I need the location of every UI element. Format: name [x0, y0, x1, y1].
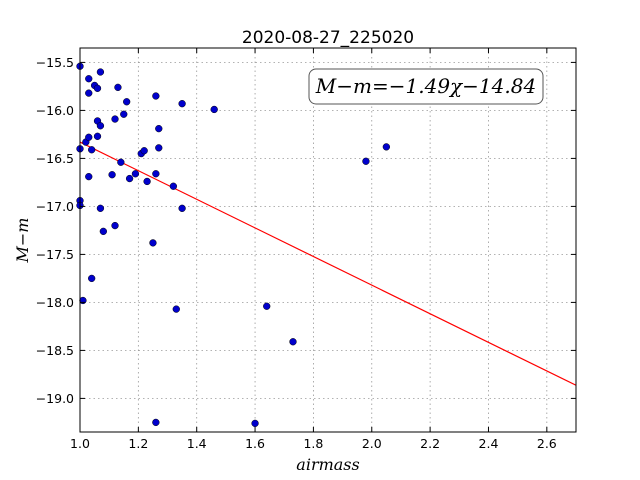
- data-point: [382, 143, 391, 151]
- data-point: [169, 182, 178, 190]
- data-point: [88, 274, 96, 283]
- y-tick-label: −15.5: [36, 55, 74, 70]
- data-point: [117, 158, 125, 166]
- fit-line: [79, 141, 577, 386]
- data-point: [289, 338, 297, 346]
- data-point: [152, 92, 160, 100]
- data-point: [120, 110, 128, 118]
- data-point: [123, 98, 131, 106]
- y-axis-label: M−m: [13, 218, 32, 264]
- fit-equation-text: M−m=−1.49χ−14.84: [315, 74, 536, 98]
- x-tick-label: 1.4: [187, 436, 207, 451]
- data-point: [172, 305, 180, 313]
- x-tick-label: 1.0: [70, 436, 90, 451]
- data-point: [143, 177, 151, 186]
- x-tick-label: 2.2: [420, 436, 440, 451]
- fit-equation-annotation: M−m=−1.49χ−14.84: [308, 68, 544, 105]
- data-point: [88, 146, 96, 154]
- data-point: [155, 124, 163, 133]
- data-points: [76, 62, 391, 428]
- y-tick-label: −17.0: [36, 199, 74, 214]
- x-tick-label: 1.6: [245, 436, 265, 451]
- data-point: [178, 204, 186, 212]
- data-point: [210, 105, 218, 114]
- data-point: [99, 227, 107, 236]
- data-point: [178, 100, 186, 108]
- grid-lines: [79, 48, 576, 432]
- data-point: [152, 170, 160, 178]
- data-point: [96, 204, 105, 212]
- data-point: [93, 84, 102, 92]
- data-point: [131, 170, 140, 178]
- y-tick-label: −18.5: [36, 343, 74, 358]
- data-point: [155, 144, 163, 152]
- data-point: [85, 75, 93, 83]
- plot-frame: [79, 47, 577, 433]
- data-point: [362, 157, 370, 165]
- data-point: [152, 418, 160, 427]
- data-point: [85, 133, 93, 141]
- y-tick-label: −16.0: [36, 103, 74, 118]
- x-tick-label: 2.0: [362, 436, 382, 451]
- data-point: [96, 68, 105, 76]
- data-point: [149, 239, 157, 247]
- data-point: [93, 132, 102, 140]
- data-point: [85, 172, 93, 181]
- data-point: [111, 115, 119, 123]
- data-point: [251, 419, 259, 428]
- x-tick-label: 1.2: [128, 436, 148, 451]
- y-tick-label: −17.5: [36, 247, 74, 262]
- x-tick-label: 2.6: [537, 436, 557, 451]
- x-tick-label: 2.4: [479, 436, 499, 451]
- data-point: [108, 171, 116, 179]
- axis-ticks: 1.0 1.2 1.4 1.6 1.8 2.0 2.2 2.4 2.6 −15.5 −16.0 −16…: [36, 48, 576, 451]
- fit-line-layer: [79, 141, 577, 386]
- data-point: [96, 122, 105, 130]
- x-tick-label: 1.8: [303, 436, 323, 451]
- annotation-box: [308, 68, 544, 105]
- data-point: [111, 221, 119, 230]
- data-point: [125, 174, 134, 183]
- data-point: [140, 147, 148, 155]
- y-tick-label: −19.0: [36, 391, 74, 406]
- data-point: [114, 83, 122, 92]
- chart-title: 2020-08-27_225020: [242, 28, 414, 48]
- y-tick-label: −16.5: [36, 151, 74, 166]
- x-axis-label: airmass: [296, 455, 359, 474]
- y-tick-label: −18.0: [36, 295, 74, 310]
- data-point: [85, 89, 93, 97]
- data-point: [263, 302, 271, 310]
